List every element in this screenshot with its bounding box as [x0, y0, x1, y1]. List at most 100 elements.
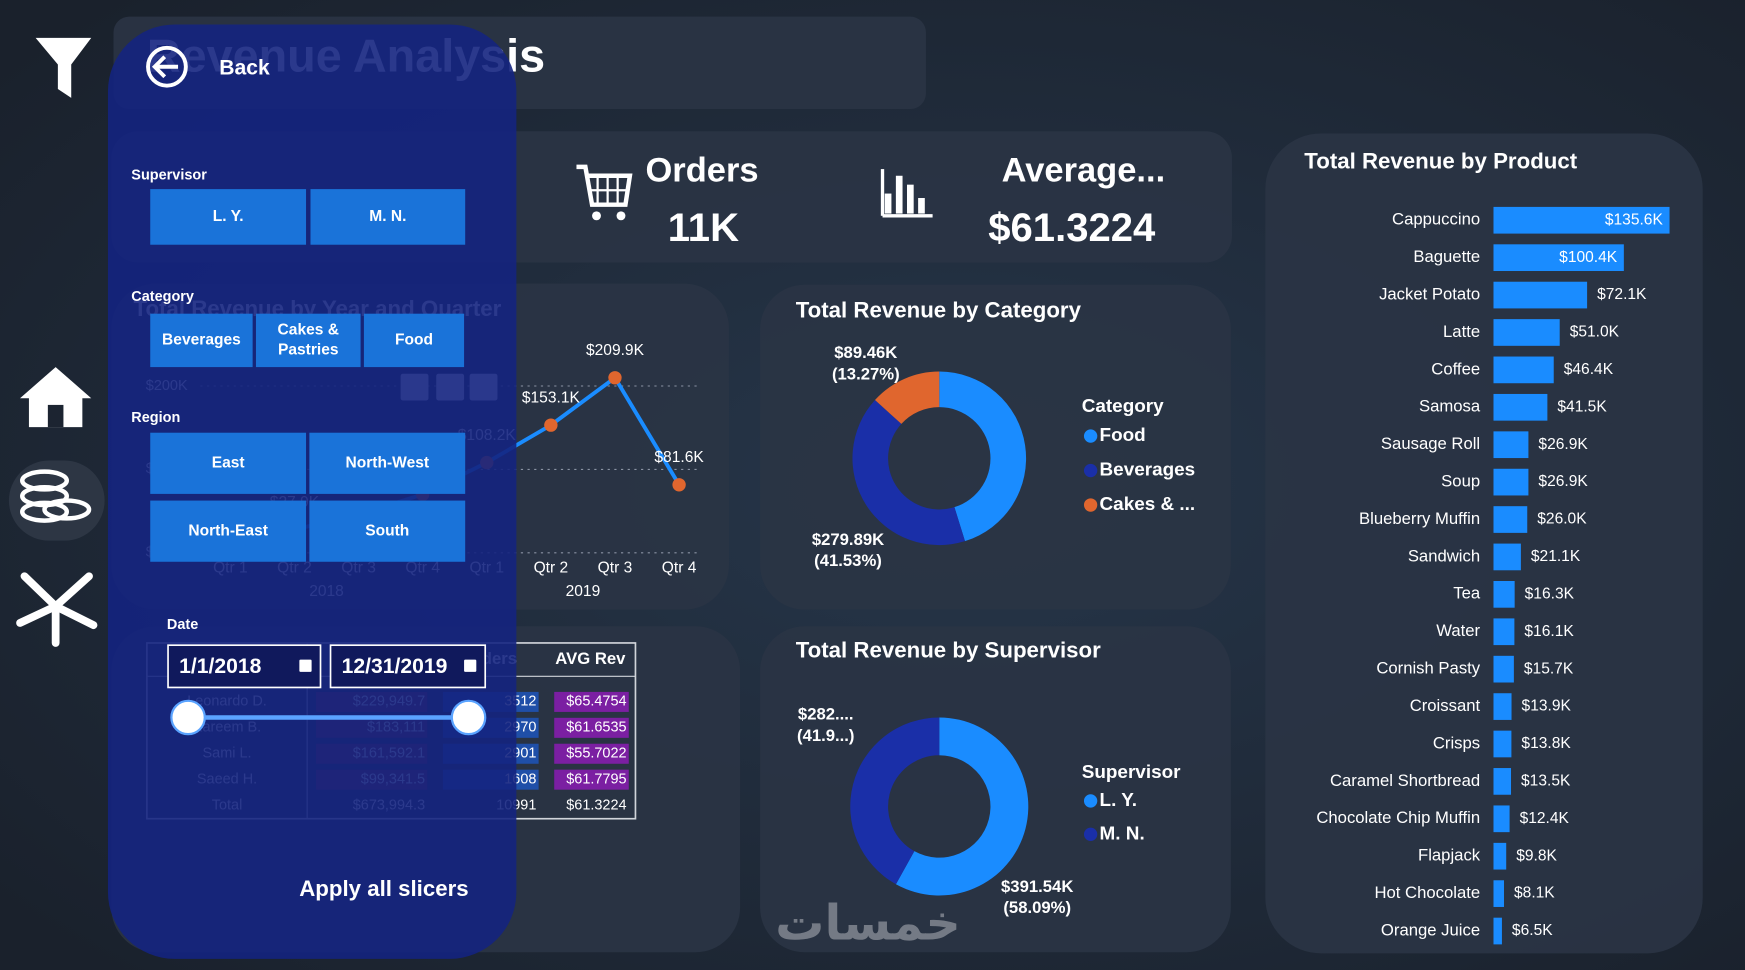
hand — [51, 572, 93, 611]
team-icon[interactable] — [16, 572, 98, 647]
back-label[interactable]: Back — [219, 57, 270, 80]
slicer-option[interactable]: Food — [395, 332, 433, 349]
chart-title: Total Revenue by Category — [796, 297, 1082, 322]
slicer-button[interactable] — [310, 189, 466, 245]
slicer-button[interactable] — [255, 313, 361, 368]
back-icon[interactable] — [146, 45, 188, 88]
slicer-option[interactable]: North-East — [188, 522, 268, 539]
slicer-option[interactable]: East — [212, 454, 245, 471]
calendar-icon[interactable] — [464, 659, 477, 672]
percent-label: (58.09%) — [1003, 898, 1071, 917]
table-cell: $61.7795 — [566, 771, 626, 787]
bar — [1493, 393, 1548, 421]
legend-marker — [1083, 429, 1098, 443]
bar — [1493, 730, 1512, 758]
data-label: $279.89K — [812, 530, 884, 549]
slicer-option[interactable]: M. N. — [369, 208, 406, 225]
cart-wheel — [592, 211, 601, 221]
apply-button[interactable]: Apply all slicers — [299, 876, 468, 901]
data-label: $282.... — [798, 705, 854, 724]
chart-title: Total Revenue by Supervisor — [796, 638, 1101, 663]
data-label: $135.6K — [1605, 211, 1664, 228]
table-cell: $55.7022 — [566, 746, 626, 762]
calendar-icon[interactable] — [299, 659, 312, 672]
y-tick-label: Sandwich — [1408, 546, 1480, 565]
data-label: $46.4K — [1564, 361, 1614, 378]
data-label: $153.1K — [522, 390, 581, 407]
slicer-option[interactable]: L. Y. — [213, 208, 244, 225]
y-tick-label: Chocolate Chip Muffin — [1316, 808, 1480, 827]
table-cell: $61.6535 — [566, 720, 626, 736]
data-label: $6.5K — [1512, 922, 1553, 939]
percent-label: (13.27%) — [832, 364, 900, 383]
date-value[interactable]: 1/1/2018 — [179, 655, 262, 678]
line-marker — [608, 371, 622, 385]
filter-icon[interactable] — [35, 37, 92, 98]
home-icon[interactable] — [20, 367, 92, 428]
table-header: AVG Rev — [555, 649, 626, 668]
chart-icon-bar — [884, 193, 892, 214]
slicer-option-line: Pastries — [278, 342, 339, 359]
slicer-button[interactable] — [150, 432, 307, 494]
bar — [1493, 842, 1507, 870]
donut-segment — [939, 371, 1027, 542]
product-panel — [1265, 133, 1703, 954]
legend-label: Beverages — [1100, 460, 1196, 481]
slicer-button[interactable] — [363, 313, 465, 368]
x-tick-label: Qtr 3 — [598, 560, 633, 577]
slicer-button[interactable] — [150, 500, 307, 562]
slicer-option[interactable]: Cakes & Pastries — [278, 321, 339, 358]
donut-segment — [850, 717, 940, 885]
slicer-option[interactable]: North-West — [345, 454, 429, 471]
data-label: $209.9K — [586, 342, 645, 359]
back-arrow[interactable] — [151, 55, 179, 79]
date-slider-knob[interactable] — [450, 699, 487, 736]
coin — [42, 498, 92, 521]
data-label: $81.6K — [654, 449, 704, 466]
nav — [8, 37, 105, 647]
y-tick-label: Cappuccino — [1392, 210, 1480, 229]
percent-label: (41.9...) — [797, 726, 854, 745]
slicer-button[interactable] — [309, 432, 466, 494]
hand — [20, 572, 60, 611]
y-tick-label: Jacket Potato — [1379, 284, 1480, 303]
slicer-button[interactable] — [150, 189, 307, 245]
date-input[interactable] — [329, 644, 487, 689]
slicer-option[interactable]: Beverages — [162, 332, 241, 349]
data-label: $100.4K — [1559, 249, 1618, 266]
y-tick-label: Hot Chocolate — [1374, 883, 1480, 902]
cart-wheel — [616, 211, 626, 221]
data-label: $13.5K — [1521, 773, 1571, 790]
legend-label: M. N. — [1100, 823, 1145, 844]
slicer-button[interactable] — [150, 313, 253, 368]
bar — [1493, 693, 1512, 720]
slicer-button[interactable] — [309, 500, 466, 562]
slicer-option[interactable]: South — [365, 522, 409, 539]
data-label: $13.9K — [1522, 698, 1572, 715]
data-label: $8.1K — [1514, 885, 1555, 902]
x-tick-label: Qtr 4 — [662, 560, 697, 577]
date-value[interactable]: 12/31/2019 — [342, 655, 448, 678]
date-input[interactable] — [167, 644, 322, 689]
bar — [1493, 768, 1512, 795]
legend-title: Supervisor — [1082, 762, 1181, 783]
data-label: $16.3K — [1525, 585, 1575, 602]
kpi-label: Average... — [1002, 152, 1166, 190]
data-label: $41.5K — [1557, 398, 1607, 415]
coin — [20, 500, 69, 523]
slicer-label: Date — [167, 617, 198, 633]
bar — [1493, 356, 1554, 384]
table-cell-bg — [554, 769, 629, 790]
kpi-value: 11K — [668, 206, 739, 250]
y-tick-label: Blueberry Muffin — [1359, 509, 1480, 528]
legend-marker — [1083, 827, 1098, 841]
date-slider-knob[interactable] — [170, 699, 206, 736]
coins-icon[interactable] — [8, 460, 105, 541]
y-tick-label: Sausage Roll — [1381, 434, 1480, 453]
bar — [1493, 805, 1510, 833]
chart-icon-bar — [918, 198, 925, 214]
y-tick-label: Crisps — [1433, 733, 1480, 752]
data-label: $15.7K — [1524, 660, 1574, 677]
